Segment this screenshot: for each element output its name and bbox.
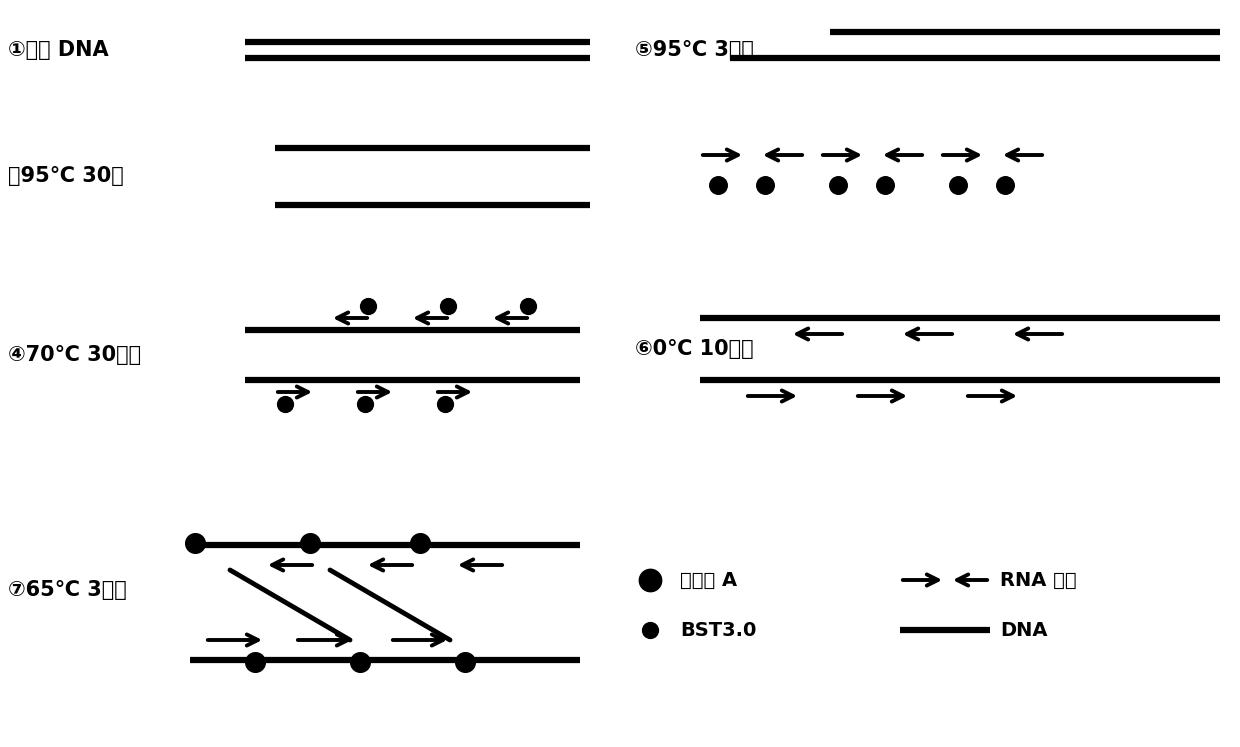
Point	[949, 179, 968, 191]
Text: ⑥0℃ 10分钟: ⑥0℃ 10分钟	[635, 339, 754, 359]
Text: ⒕95℃ 30秒: ⒕95℃ 30秒	[7, 166, 124, 186]
Text: ④70℃ 30分钟: ④70℃ 30分钟	[7, 345, 141, 365]
Point	[275, 398, 295, 410]
Point	[438, 300, 458, 312]
Point	[708, 179, 728, 191]
Text: RNA 引物: RNA 引物	[999, 571, 1076, 589]
Point	[358, 300, 378, 312]
Text: ⑦65℃ 3小时: ⑦65℃ 3小时	[7, 580, 126, 600]
Point	[300, 537, 320, 549]
Point	[410, 537, 430, 549]
Point	[185, 537, 205, 549]
Point	[455, 656, 475, 668]
Text: BST3.0: BST3.0	[680, 621, 756, 639]
Point	[518, 300, 538, 312]
Point	[994, 179, 1014, 191]
Text: ①双链 DNA: ①双链 DNA	[7, 40, 109, 60]
Point	[435, 398, 455, 410]
Point	[350, 656, 370, 668]
Point	[246, 656, 265, 668]
Text: DNA: DNA	[999, 621, 1048, 639]
Text: ⑤95℃ 3分钟: ⑤95℃ 3分钟	[635, 40, 754, 60]
Point	[875, 179, 895, 191]
Point	[640, 624, 660, 636]
Point	[640, 574, 660, 586]
Point	[828, 179, 848, 191]
Point	[755, 179, 775, 191]
Text: 引发酶 A: 引发酶 A	[680, 571, 737, 589]
Point	[355, 398, 374, 410]
